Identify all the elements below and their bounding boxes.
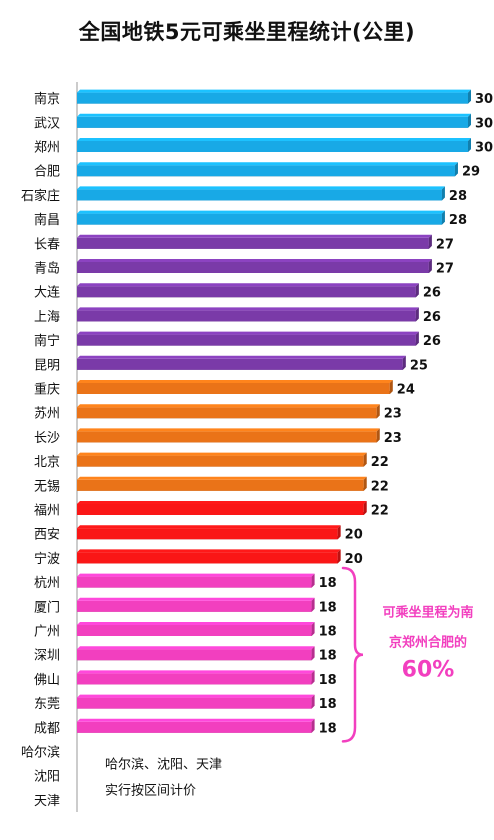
value-label: 23: [384, 407, 402, 422]
bar: [77, 380, 393, 394]
bar: [77, 694, 315, 709]
category-label: 北京: [34, 455, 60, 470]
bar: [77, 501, 367, 515]
category-label: 东莞: [34, 697, 60, 712]
bar: [77, 234, 432, 249]
bar: [77, 646, 315, 661]
bar: [77, 525, 341, 540]
category-label: 上海: [34, 310, 60, 325]
value-label: 18: [319, 600, 337, 615]
value-label: 30: [475, 92, 493, 107]
bar: [77, 355, 406, 370]
chart-title: 全国地铁5元可乘坐里程统计(公里): [78, 20, 416, 44]
category-label: 石家庄: [21, 188, 60, 204]
category-label: 哈尔滨: [21, 745, 60, 761]
category-label: 成都: [34, 721, 60, 736]
category-label: 天津: [34, 794, 60, 809]
bar: [77, 476, 367, 491]
value-label: 18: [319, 697, 337, 712]
bar: [77, 428, 380, 443]
value-label: 28: [449, 213, 467, 228]
value-label: 25: [410, 358, 428, 373]
callout-percentage: 60%: [402, 658, 455, 683]
value-label: 30: [475, 141, 493, 156]
note-line-1: 哈尔滨、沈阳、天津: [105, 757, 222, 773]
bar: [77, 597, 315, 612]
value-label: 26: [423, 334, 441, 349]
bar: [77, 113, 471, 128]
category-label: 苏州: [34, 406, 60, 422]
category-label: 杭州: [34, 576, 60, 591]
value-label: 24: [397, 383, 415, 398]
value-label: 18: [319, 649, 337, 664]
value-label: 18: [319, 721, 337, 736]
category-label: 佛山: [34, 673, 60, 688]
category-label: 福州: [34, 504, 60, 519]
value-label: 26: [423, 310, 441, 325]
value-label: 30: [475, 116, 493, 131]
bar: [77, 138, 471, 152]
value-label: 22: [371, 479, 389, 494]
bar: [77, 186, 445, 201]
value-label: 22: [371, 455, 389, 470]
bar: [77, 573, 315, 588]
value-label: 18: [319, 625, 337, 640]
category-label: 南京: [34, 91, 60, 107]
category-label: 昆明: [34, 358, 60, 373]
bar: [77, 622, 315, 636]
value-label: 20: [345, 528, 363, 543]
value-label: 23: [384, 431, 402, 446]
category-label: 宁波: [34, 551, 60, 567]
category-label: 深圳: [34, 649, 60, 664]
bar: [77, 259, 432, 273]
bar: [77, 89, 471, 104]
category-label: 重庆: [34, 382, 60, 398]
category-label: 武汉: [34, 116, 60, 131]
callout-line-2: 京郑州合肥的: [389, 635, 467, 651]
bar: [77, 307, 419, 322]
value-label: 18: [319, 576, 337, 591]
category-label: 大连: [34, 285, 60, 301]
category-label: 沈阳: [34, 770, 60, 785]
category-label: 青岛: [34, 261, 60, 277]
bar: [77, 331, 419, 346]
group-brace: [341, 566, 364, 743]
category-label: 广州: [34, 625, 60, 640]
callout-line-1: 可乘坐里程为南: [382, 605, 473, 621]
value-label: 26: [423, 286, 441, 301]
note-line-2: 实行按区间计价: [105, 784, 196, 799]
category-label: 西安: [34, 528, 60, 543]
value-label: 20: [345, 552, 363, 567]
category-label: 无锡: [34, 479, 60, 494]
bar: [77, 549, 341, 564]
bar: [77, 452, 367, 467]
bar: [77, 162, 458, 177]
category-label: 合肥: [34, 165, 60, 180]
bar: [77, 283, 419, 298]
bar: [77, 210, 445, 225]
category-label: 长春: [34, 237, 60, 252]
value-label: 18: [319, 673, 337, 688]
bar: [77, 718, 315, 733]
category-label: 南昌: [34, 212, 60, 228]
category-label: 厦门: [34, 600, 60, 615]
value-label: 27: [436, 262, 454, 277]
value-label: 29: [462, 165, 480, 180]
category-label: 南宁: [34, 333, 60, 349]
value-label: 22: [371, 504, 389, 519]
bar: [77, 404, 380, 419]
value-label: 27: [436, 237, 454, 252]
category-label: 郑州: [34, 141, 60, 156]
value-label: 28: [449, 189, 467, 204]
bar: [77, 670, 315, 685]
category-label: 长沙: [34, 431, 60, 446]
